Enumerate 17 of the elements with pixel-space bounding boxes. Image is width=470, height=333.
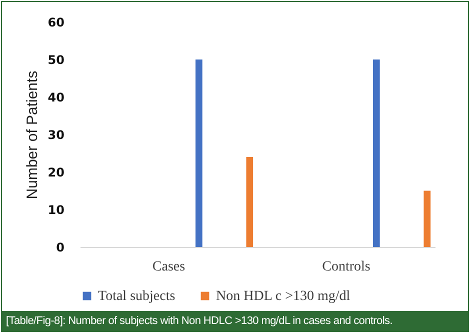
y-tick-label: 60	[48, 16, 64, 30]
bar	[246, 157, 254, 247]
y-tick-label: 50	[48, 53, 64, 67]
x-tick-label: Controls	[322, 260, 370, 274]
y-axis-title: Number of Patients	[24, 70, 41, 200]
legend-label: Total subjects	[98, 289, 176, 304]
text: [Table/Fig-8]: Number of subjects with Non HDLC >130 mg/dL in cases and controls.	[2, 311, 468, 331]
bar	[373, 60, 380, 247]
y-tick-label: 40	[48, 90, 64, 104]
legend-label: Non HDL c >130 mg/dl	[216, 289, 350, 304]
bar	[196, 60, 202, 247]
bar	[424, 190, 431, 247]
y-tick-label: 30	[48, 128, 64, 142]
y-tick-label: 20	[48, 166, 64, 180]
y-tick-label: 10	[48, 203, 64, 217]
x-tick-label: Cases	[152, 260, 186, 274]
y-tick-label: 0	[56, 240, 64, 254]
